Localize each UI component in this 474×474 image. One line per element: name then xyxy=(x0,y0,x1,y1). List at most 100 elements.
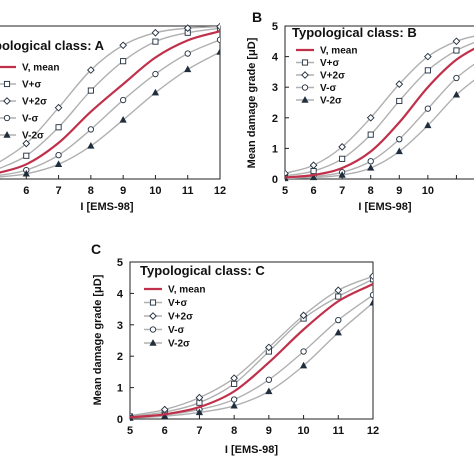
data-point-diamond xyxy=(369,272,373,280)
data-point-triangle xyxy=(338,171,346,178)
y-tick-label: 0 xyxy=(272,174,278,186)
y-axis-label: Mean damage grade [μD] xyxy=(92,274,104,405)
legend-marker-square xyxy=(3,80,11,88)
data-point-triangle xyxy=(184,65,192,73)
y-tick-label: 4 xyxy=(272,52,279,64)
legend-label: V+σ xyxy=(168,298,188,309)
data-point-circle xyxy=(396,136,403,143)
legend-entry: V-2σ xyxy=(0,131,44,142)
data-point-square xyxy=(87,87,94,94)
data-point-circle xyxy=(265,376,273,383)
data-point-square xyxy=(367,131,374,138)
x-tick-label: 9 xyxy=(266,425,272,437)
legend-entry: V+2σ xyxy=(144,312,193,323)
data-point-triangle xyxy=(22,169,30,177)
x-tick-label: 11 xyxy=(182,185,194,197)
data-point-triangle xyxy=(161,412,169,419)
y-axis-label: Mean damage grade [μD] xyxy=(246,37,258,168)
panel-label: B xyxy=(252,9,262,25)
legend-label: V-2σ xyxy=(320,96,342,107)
data-point-diamond xyxy=(424,52,432,61)
data-point-triangle xyxy=(195,408,204,416)
legend-entry: V+σ xyxy=(296,58,340,69)
data-point-circle xyxy=(216,36,220,43)
y-tick-label: 2 xyxy=(117,351,123,363)
legend-entry: V+2σ xyxy=(0,97,47,108)
x-tick-label: 5 xyxy=(127,425,133,437)
legend-entry: V-σ xyxy=(144,325,184,336)
y-tick-label: 2 xyxy=(272,113,278,125)
data-point-square xyxy=(152,38,159,45)
data-point-circle xyxy=(300,348,307,355)
series-group xyxy=(0,22,220,178)
data-point-triangle xyxy=(334,328,342,336)
data-point-triangle xyxy=(299,361,308,369)
data-point-circle xyxy=(369,291,373,299)
x-tick-label: 7 xyxy=(56,185,62,197)
data-point-square xyxy=(453,47,460,54)
legend-entry: V, mean xyxy=(0,63,59,74)
data-point-diamond xyxy=(22,139,31,148)
data-point-diamond xyxy=(119,41,127,50)
data-point-triangle xyxy=(265,387,273,395)
legend-entry: V-2σ xyxy=(144,339,190,350)
y-tick-label: 5 xyxy=(272,21,278,33)
data-point-diamond xyxy=(87,66,95,74)
data-point-square xyxy=(120,58,127,65)
y-tick-label: 4 xyxy=(117,288,124,300)
x-axis-label: I [EMS-98] xyxy=(358,201,412,213)
data-point-circle xyxy=(367,158,374,165)
y-tick-label: 1 xyxy=(272,143,278,155)
legend-label: V, mean xyxy=(22,63,59,74)
legend-label: V-2σ xyxy=(22,131,44,142)
y-tick-label: 3 xyxy=(272,82,278,94)
data-point-diamond xyxy=(216,22,220,31)
data-point-triangle xyxy=(119,116,127,123)
plot-frame xyxy=(0,25,221,180)
legend-label: V+σ xyxy=(22,80,42,91)
legend-label: V, mean xyxy=(320,46,357,57)
legend-label: V+σ xyxy=(320,58,340,69)
series-line xyxy=(285,47,474,179)
x-tick-label: 9 xyxy=(396,185,402,197)
legend-entry: V-σ xyxy=(0,114,38,125)
data-point-circle xyxy=(119,96,127,104)
legend-label: V-σ xyxy=(320,83,336,94)
x-tick-label: 8 xyxy=(231,425,237,437)
data-point-diamond xyxy=(452,37,461,46)
chart-panel-0: 6 7 8 9 10 11 12 I [EMS-98] pological class: A V,… xyxy=(0,22,226,213)
data-point-square xyxy=(23,152,30,159)
legend-marker-triangle xyxy=(301,96,309,103)
data-point-diamond xyxy=(299,311,308,320)
legend-entry: V-σ xyxy=(296,83,336,94)
y-tick-label: 0 xyxy=(117,414,123,426)
chart-title: pological class: A xyxy=(0,38,105,53)
data-point-circle xyxy=(424,105,432,112)
x-tick-label: 6 xyxy=(162,425,168,437)
data-point-triangle xyxy=(309,173,318,181)
data-point-circle xyxy=(87,126,95,133)
series-line xyxy=(285,35,474,175)
data-point-circle xyxy=(55,151,62,159)
data-point-diamond xyxy=(366,113,375,122)
data-point-diamond xyxy=(151,28,160,37)
x-tick-label: 11 xyxy=(332,425,344,437)
legend-label: V+2σ xyxy=(168,312,193,323)
y-tick-label: 3 xyxy=(117,320,123,332)
legend-marker-square xyxy=(301,59,309,66)
data-point-diamond xyxy=(183,24,192,32)
data-point-triangle xyxy=(216,48,220,55)
series-line xyxy=(130,278,373,418)
data-point-square xyxy=(396,97,403,105)
y-tick-label: 1 xyxy=(117,383,123,395)
x-axis-label: I [EMS-98] xyxy=(225,444,279,456)
data-point-triangle xyxy=(424,121,432,129)
x-tick-label: 12 xyxy=(214,185,226,197)
data-point-diamond xyxy=(338,143,346,151)
data-point-triangle xyxy=(151,88,160,96)
x-tick-label: 7 xyxy=(339,185,345,197)
chart-title: Typological class: B xyxy=(292,25,417,40)
data-point-circle xyxy=(184,50,191,57)
legend-entry: V, mean xyxy=(296,46,357,57)
